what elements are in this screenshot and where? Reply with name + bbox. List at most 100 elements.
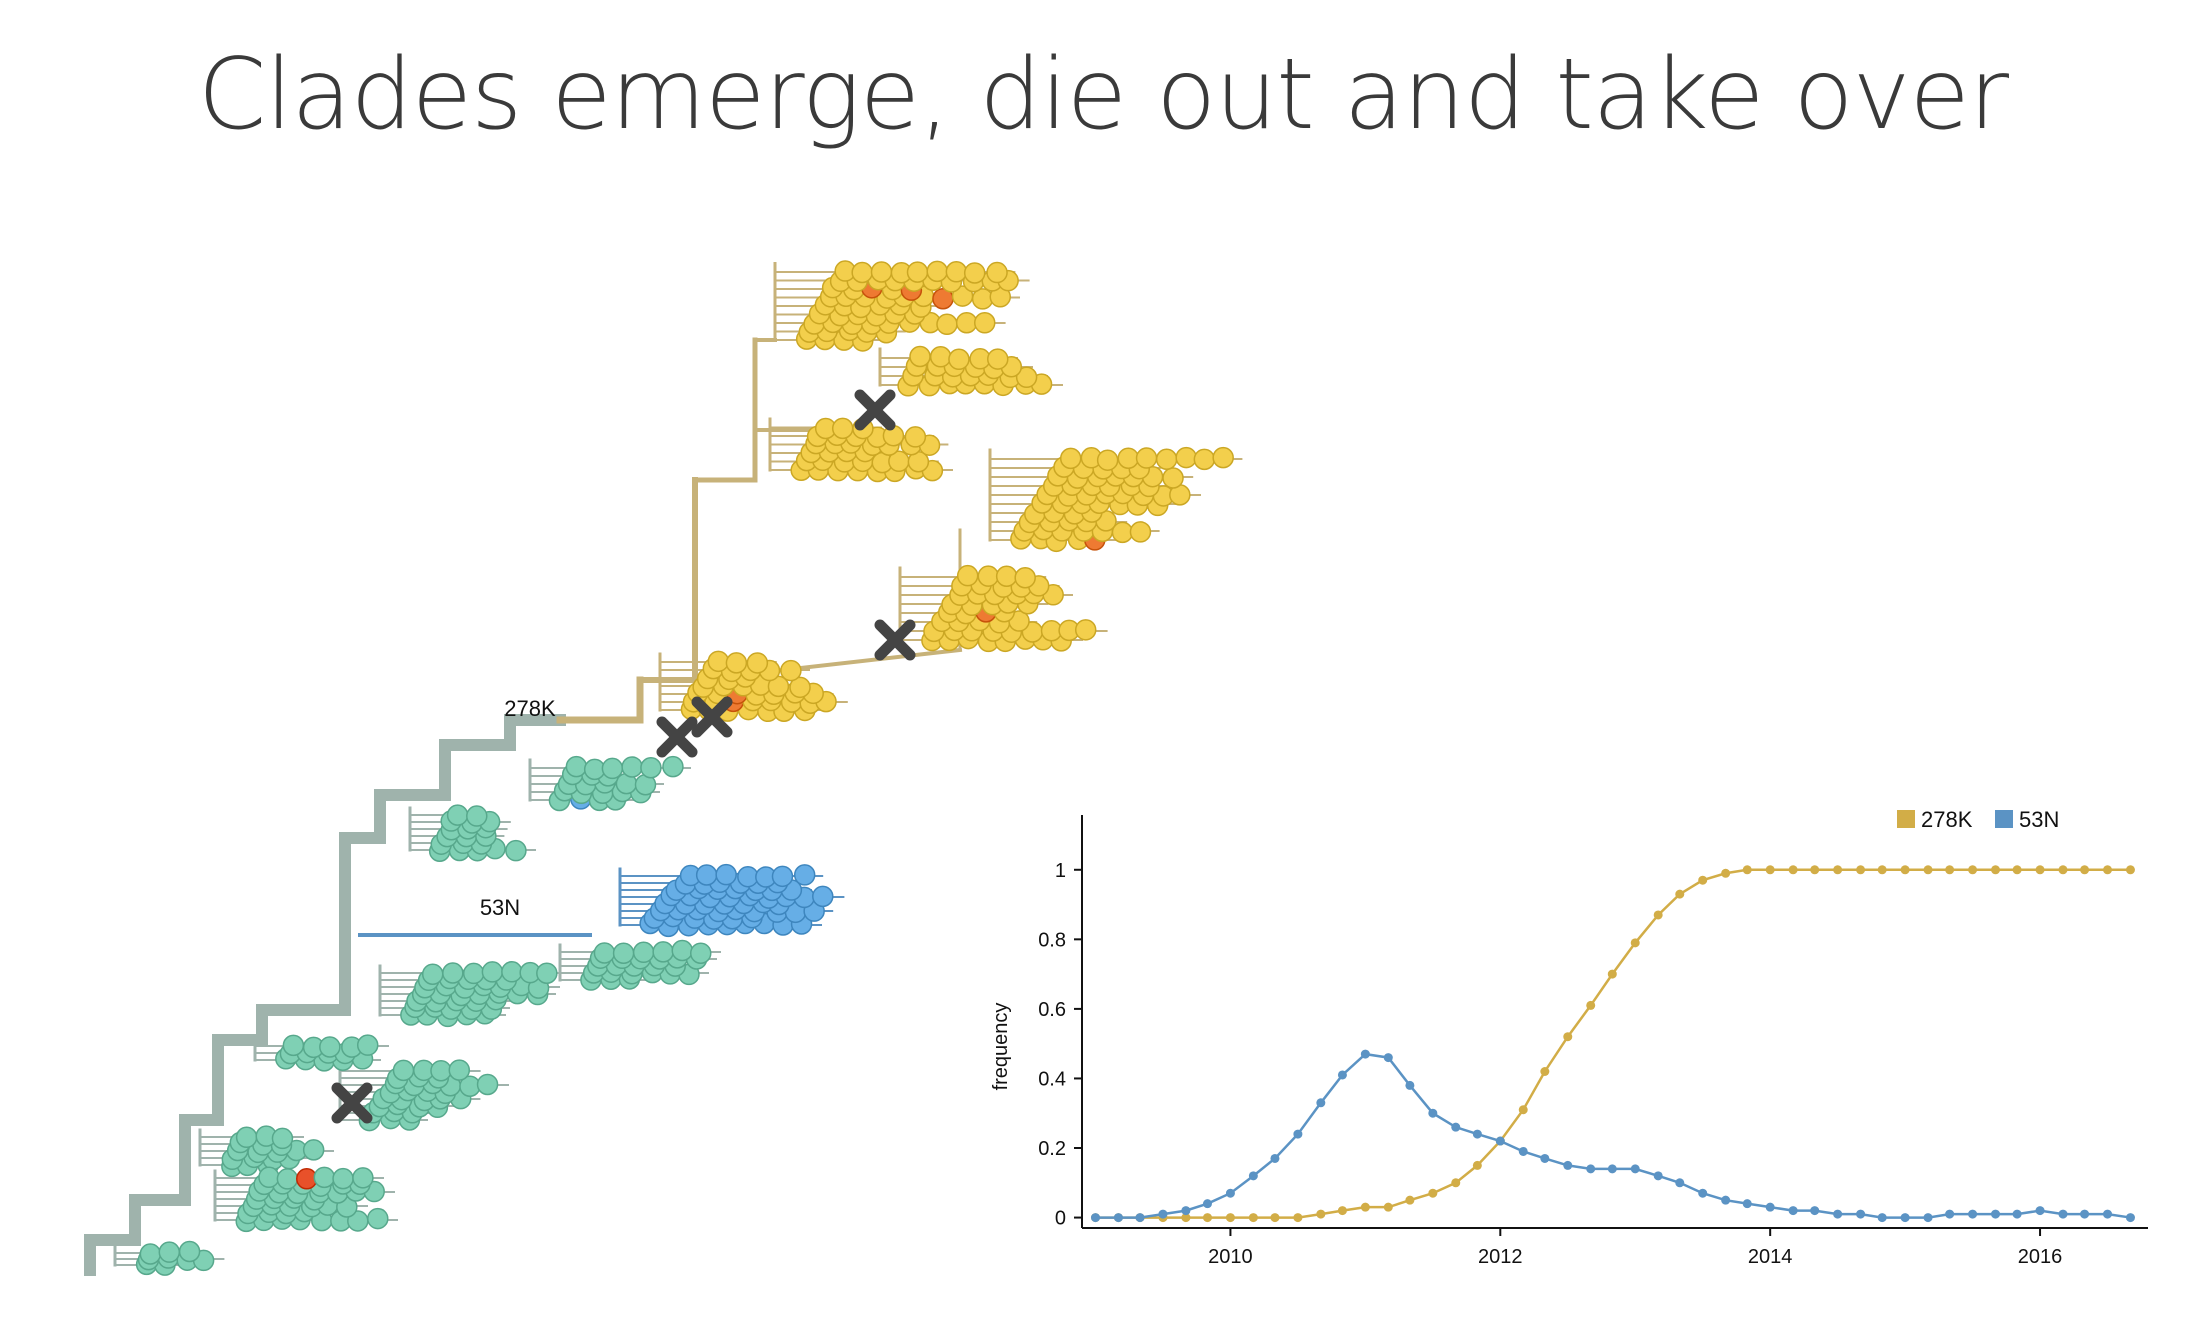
data-point-53N — [2103, 1209, 2113, 1219]
data-point-53N — [2125, 1213, 2135, 1223]
data-point-53N — [1337, 1070, 1347, 1080]
data-point-53N — [1945, 1209, 1955, 1219]
data-point-278K — [1833, 865, 1843, 875]
extinction-marker — [656, 716, 698, 758]
tree-tip — [271, 1127, 294, 1150]
y-axis-title: frequency — [990, 1003, 1012, 1091]
data-point-278K — [1991, 865, 2001, 875]
tree-tip — [640, 756, 662, 779]
data-point-278K — [1202, 1213, 1212, 1223]
data-point-53N — [1563, 1160, 1573, 1170]
tree-tip — [505, 839, 527, 862]
data-point-53N — [1360, 1049, 1370, 1059]
legend-swatch-278K — [1897, 810, 1915, 828]
series-278K — [1090, 865, 2135, 1223]
tree-tip — [536, 962, 558, 984]
tree-labels: 278K 53N — [480, 696, 556, 920]
data-point-53N — [1316, 1098, 1326, 1108]
data-point-53N — [1293, 1129, 1303, 1139]
data-point-278K — [1923, 865, 1933, 875]
marker-stroke — [854, 389, 896, 431]
tree-tip — [302, 1139, 325, 1161]
tree-tip — [1162, 467, 1184, 489]
data-point-53N — [1405, 1080, 1415, 1090]
tree-tip — [689, 942, 712, 964]
data-point-278K — [2080, 865, 2090, 875]
data-point-53N — [1765, 1202, 1775, 1212]
data-point-278K — [2103, 865, 2113, 875]
legend-label-278K: 278K — [1921, 807, 1973, 832]
data-point-278K — [1225, 1213, 1235, 1223]
data-point-278K — [1383, 1202, 1393, 1212]
extinction-marker — [331, 1082, 373, 1124]
data-point-53N — [1877, 1213, 1887, 1223]
tree-tip — [780, 659, 802, 682]
tree-tip — [771, 865, 794, 888]
data-point-278K — [2035, 865, 2045, 875]
data-point-53N — [1788, 1206, 1798, 1216]
tree-tip — [319, 1036, 341, 1058]
data-point-53N — [1923, 1213, 1933, 1223]
data-point-278K — [1810, 865, 1820, 875]
data-point-278K — [1630, 938, 1640, 948]
data-point-53N — [1833, 1209, 1843, 1219]
data-point-278K — [1968, 865, 1978, 875]
data-point-278K — [1337, 1206, 1347, 1216]
data-point-278K — [1540, 1066, 1550, 1076]
data-point-53N — [1968, 1209, 1978, 1219]
data-point-53N — [1698, 1188, 1708, 1198]
data-point-53N — [1181, 1206, 1191, 1216]
data-point-53N — [1810, 1206, 1820, 1216]
tree-tip — [963, 262, 986, 284]
tree-tip — [466, 805, 488, 827]
x-tick-label: 2014 — [1748, 1246, 1793, 1268]
tree-tip — [1015, 366, 1038, 389]
extinction-marker — [854, 389, 896, 431]
data-point-53N — [1270, 1153, 1280, 1163]
data-point-53N — [1248, 1171, 1258, 1181]
clade-label-278K: 278K — [504, 696, 556, 721]
data-point-278K — [1518, 1105, 1528, 1115]
data-point-53N — [1630, 1164, 1640, 1174]
marker-stroke — [691, 696, 733, 738]
tree-tip — [812, 885, 834, 908]
tree-tip — [1096, 449, 1119, 471]
data-point-53N — [1158, 1209, 1168, 1219]
data-point-53N — [1900, 1213, 1910, 1223]
clade-label-53N: 53N — [480, 895, 520, 920]
data-point-53N — [2012, 1209, 2022, 1219]
data-point-53N — [1518, 1146, 1528, 1156]
extinction-marker — [691, 696, 733, 738]
data-point-53N — [2035, 1206, 2045, 1216]
data-point-278K — [1607, 969, 1617, 979]
data-point-278K — [1765, 865, 1775, 875]
data-point-53N — [1225, 1188, 1235, 1198]
tree-tip — [448, 1059, 471, 1081]
tree-tip — [746, 652, 769, 674]
tree-markers — [331, 389, 916, 1124]
tree-tip — [904, 426, 927, 448]
y-tick-label: 0.8 — [1038, 929, 1066, 951]
data-point-53N — [2058, 1209, 2068, 1219]
x-tick-label: 2016 — [2018, 1246, 2063, 1268]
tree-tip — [1014, 567, 1036, 589]
extinction-marker — [874, 619, 916, 661]
data-point-278K — [1675, 889, 1685, 899]
data-point-53N — [1607, 1164, 1617, 1174]
data-point-278K — [1405, 1195, 1415, 1205]
tree-tip — [352, 1167, 374, 1189]
data-point-278K — [1900, 865, 1910, 875]
data-point-53N — [1586, 1164, 1596, 1174]
data-point-278K — [1877, 865, 1887, 875]
data-point-53N — [2080, 1209, 2090, 1219]
data-point-53N — [1451, 1122, 1461, 1132]
data-point-53N — [1721, 1195, 1731, 1205]
data-point-278K — [1586, 1000, 1596, 1010]
data-point-278K — [1742, 865, 1752, 875]
data-point-278K — [1248, 1213, 1258, 1223]
data-point-278K — [1856, 865, 1866, 875]
marker-stroke — [874, 619, 916, 661]
data-point-53N — [1856, 1209, 1866, 1219]
